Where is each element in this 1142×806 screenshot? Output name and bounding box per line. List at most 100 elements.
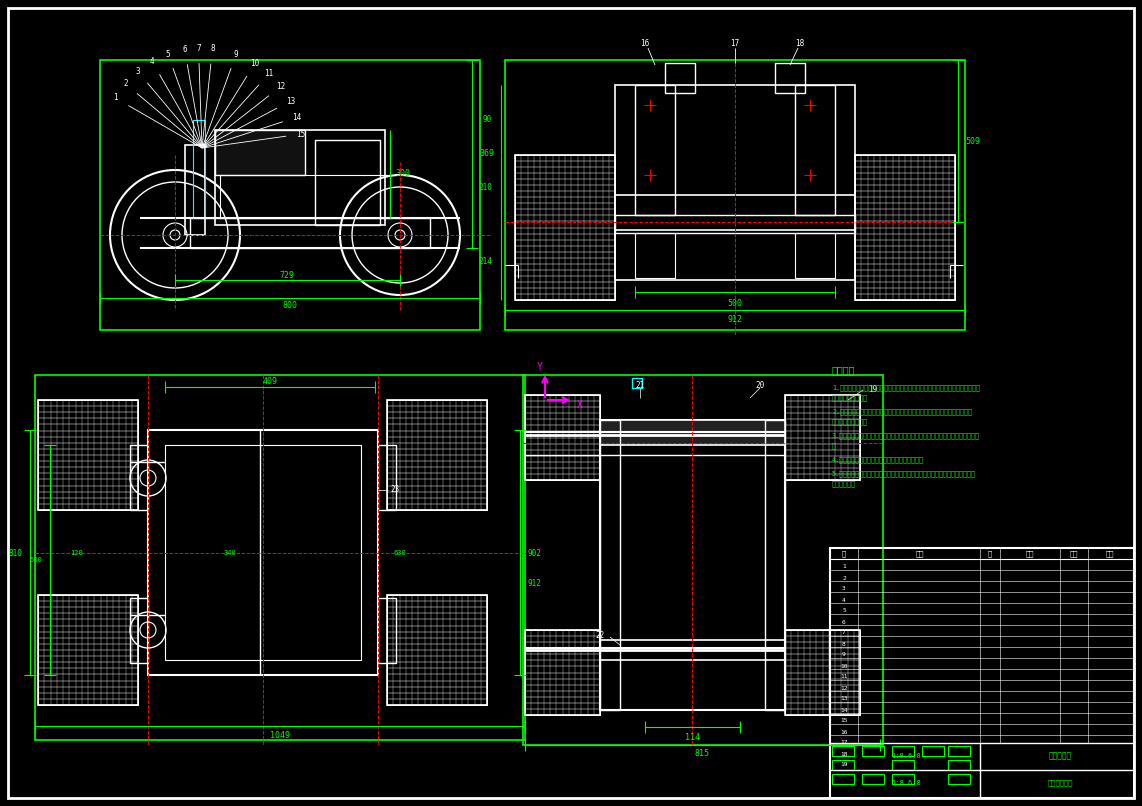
Text: 1: 1 <box>842 564 846 570</box>
Text: 214: 214 <box>478 256 492 265</box>
Text: 369: 369 <box>478 149 494 159</box>
Text: 16: 16 <box>841 729 847 734</box>
Bar <box>833 774 854 784</box>
Text: 10: 10 <box>841 663 847 668</box>
Bar <box>635 85 675 215</box>
Bar <box>387 595 486 705</box>
Bar <box>525 395 600 480</box>
Bar <box>775 63 805 93</box>
Text: 114: 114 <box>684 733 700 742</box>
Bar <box>515 155 616 300</box>
Bar <box>795 85 835 215</box>
Text: 。: 。 <box>833 442 836 449</box>
Bar <box>948 774 970 784</box>
Bar <box>148 430 378 675</box>
Bar <box>600 420 620 710</box>
Bar <box>600 420 785 710</box>
Bar <box>515 155 616 300</box>
Bar <box>38 595 138 705</box>
Text: 重量: 重量 <box>1070 550 1078 557</box>
Bar <box>635 233 675 278</box>
Bar <box>38 400 138 510</box>
Text: 9: 9 <box>234 49 239 59</box>
Bar <box>833 746 854 756</box>
Text: 902: 902 <box>526 549 541 558</box>
Text: 22: 22 <box>595 630 604 639</box>
Bar <box>387 400 486 510</box>
Text: 17: 17 <box>841 741 847 746</box>
Bar <box>600 640 785 660</box>
Bar <box>862 774 884 784</box>
Bar <box>35 375 525 740</box>
Bar <box>100 60 480 330</box>
Text: 20: 20 <box>755 380 765 389</box>
Text: 23: 23 <box>391 485 400 495</box>
Bar <box>215 130 385 225</box>
Bar <box>830 548 1134 798</box>
Text: 10: 10 <box>250 59 259 68</box>
Text: 17: 17 <box>731 39 740 48</box>
Text: 810: 810 <box>8 549 22 558</box>
Bar <box>922 746 944 756</box>
Bar <box>130 445 148 510</box>
Text: 18: 18 <box>841 751 847 757</box>
Text: 120: 120 <box>70 550 82 556</box>
Bar <box>785 395 860 480</box>
Text: 序: 序 <box>842 550 846 557</box>
Text: X: X <box>577 400 582 410</box>
Text: Y: Y <box>537 362 542 372</box>
Bar <box>892 774 914 784</box>
Text: 8: 8 <box>210 44 215 53</box>
Text: 8: 8 <box>842 642 846 646</box>
Bar <box>164 445 361 660</box>
Text: 数: 数 <box>988 550 992 557</box>
Bar <box>525 395 600 480</box>
Text: 2: 2 <box>842 575 846 580</box>
Text: 1:8.6.8: 1:8.6.8 <box>891 753 920 759</box>
Text: 18: 18 <box>795 39 805 48</box>
Text: 5: 5 <box>166 49 170 59</box>
Text: 过盈、起层等陷病。: 过盈、起层等陷病。 <box>833 418 868 426</box>
Bar <box>632 378 642 388</box>
Bar <box>892 760 914 770</box>
Bar <box>523 375 883 745</box>
Text: 5.总装、总成图等图样，严禁任意涂改用不合备的图纸和标准符号，原图后总装: 5.总装、总成图等图样，严禁任意涂改用不合备的图纸和标准符号，原图后总装 <box>833 471 976 477</box>
Text: 11: 11 <box>841 675 847 679</box>
Text: 500: 500 <box>727 298 742 308</box>
Bar <box>378 598 396 663</box>
Text: 5: 5 <box>842 609 846 613</box>
Text: 409: 409 <box>263 377 278 387</box>
Text: 16: 16 <box>641 39 650 48</box>
Text: 6: 6 <box>842 620 846 625</box>
Bar <box>190 218 431 248</box>
Bar <box>600 420 785 445</box>
Bar <box>130 598 148 663</box>
Bar <box>892 746 914 756</box>
Text: 11: 11 <box>264 69 274 78</box>
Text: 4: 4 <box>842 597 846 603</box>
Bar <box>525 630 600 715</box>
Text: 4: 4 <box>150 57 154 66</box>
Text: 3: 3 <box>842 587 846 592</box>
Text: 9: 9 <box>842 653 846 658</box>
Text: 1049: 1049 <box>270 730 290 739</box>
Bar <box>387 595 486 705</box>
Text: 4.装配完毕后对各部不功件、小、外表进行包装。: 4.装配完毕后对各部不功件、小、外表进行包装。 <box>833 457 924 463</box>
Text: 水陆两棋漂: 水陆两棋漂 <box>1048 751 1071 761</box>
Bar <box>38 595 138 705</box>
Bar <box>948 760 970 770</box>
Text: 210: 210 <box>478 184 492 193</box>
Text: 1: 1 <box>113 93 118 102</box>
Text: 13: 13 <box>841 696 847 701</box>
Text: 1:8.6.8: 1:8.6.8 <box>891 780 920 786</box>
Text: 3: 3 <box>136 67 140 76</box>
Text: 912: 912 <box>727 315 742 325</box>
Text: 12: 12 <box>841 685 847 691</box>
Bar <box>665 63 695 93</box>
Text: 文件方可进行装配。: 文件方可进行装配。 <box>833 395 868 401</box>
Bar <box>795 233 835 278</box>
Text: 300: 300 <box>395 169 410 178</box>
Text: 15: 15 <box>297 130 306 139</box>
Bar <box>616 85 855 280</box>
Text: 19: 19 <box>868 385 877 394</box>
